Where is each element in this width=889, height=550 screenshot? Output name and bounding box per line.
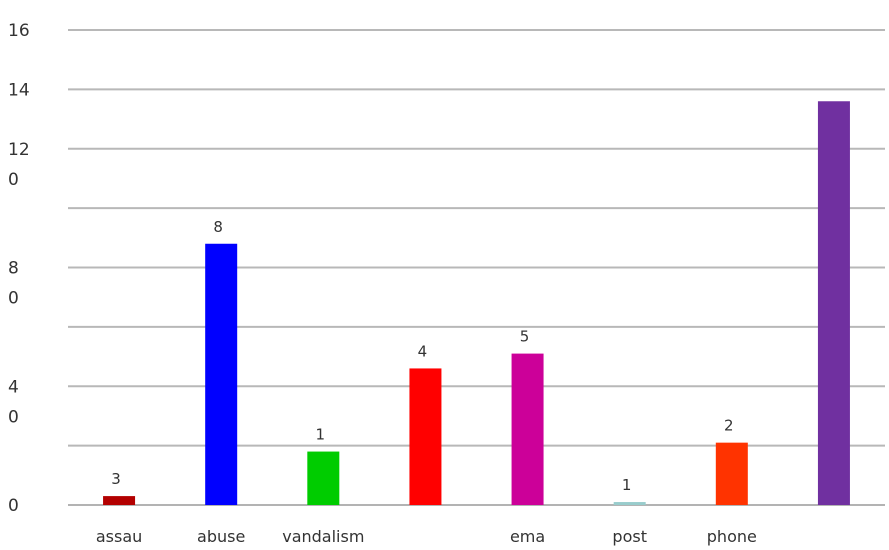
y-tick-label: 0 bbox=[8, 170, 19, 190]
bar-series-4 bbox=[409, 368, 442, 505]
data-label: 2 bbox=[724, 417, 734, 435]
bar-series-8 bbox=[817, 101, 850, 505]
bar-assau bbox=[103, 496, 136, 505]
data-label: 3 bbox=[111, 470, 121, 488]
data-label: 8 bbox=[213, 218, 223, 236]
y-tick-label: 16 bbox=[8, 21, 30, 41]
y-tick-label: 0 bbox=[8, 496, 19, 516]
data-label: 1 bbox=[316, 426, 326, 444]
x-tick-label: abuse bbox=[197, 527, 245, 546]
bar-ema bbox=[511, 353, 544, 505]
bar-phone bbox=[715, 442, 748, 505]
y-axis-tick-labels: 0 4 0 8 0 12 0 14 16 bbox=[8, 21, 30, 516]
x-tick-label: post bbox=[612, 527, 647, 546]
bar-vandalism bbox=[307, 451, 340, 505]
y-tick-label: 14 bbox=[8, 80, 30, 100]
bar-post bbox=[613, 502, 646, 505]
data-labels: 3 8 1 4 5 1 2 bbox=[111, 218, 733, 494]
bars bbox=[103, 101, 850, 505]
y-tick-label: 0 bbox=[8, 289, 19, 309]
y-tick-label: 12 bbox=[8, 140, 30, 160]
data-label: 4 bbox=[418, 342, 428, 360]
x-tick-label: ema bbox=[510, 527, 545, 546]
y-tick-label: 8 bbox=[8, 259, 19, 279]
x-tick-label: assau bbox=[96, 527, 142, 546]
x-tick-label: vandalism bbox=[282, 527, 364, 546]
y-tick-label: 0 bbox=[8, 407, 19, 427]
data-label: 5 bbox=[520, 328, 530, 346]
data-label: 1 bbox=[622, 476, 632, 494]
bar-abuse bbox=[205, 243, 238, 505]
x-tick-label: phone bbox=[707, 527, 757, 546]
x-axis-tick-labels: assau abuse vandalism ema post phone bbox=[96, 527, 757, 546]
y-tick-label: 4 bbox=[8, 377, 19, 397]
gridlines bbox=[68, 29, 885, 506]
